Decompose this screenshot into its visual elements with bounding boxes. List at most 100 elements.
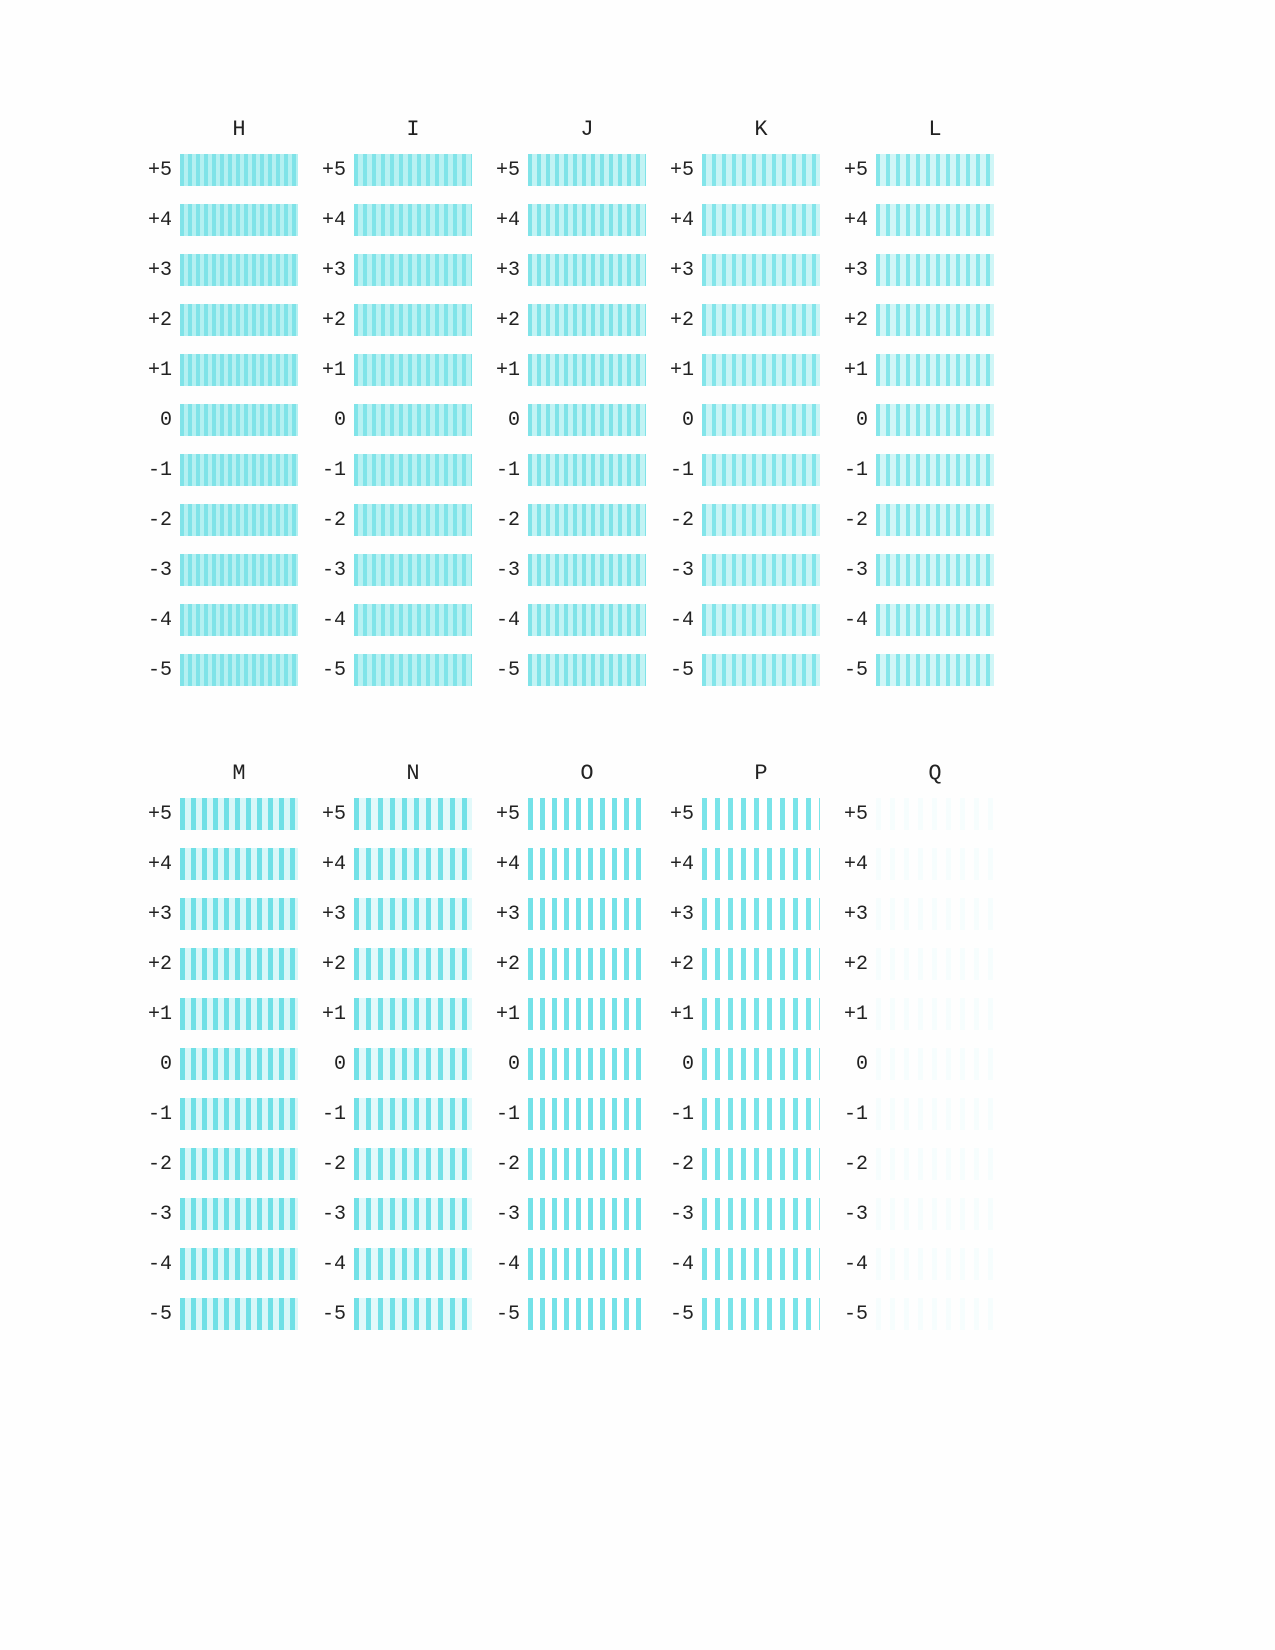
row-offset-label: +3 (140, 903, 180, 926)
row-offset-label: -4 (662, 609, 702, 632)
column-J: J+5+4+3+2+10-1-2-3-4-5 (488, 120, 646, 704)
row-offset-label: -5 (836, 659, 876, 682)
swatch-Q-+5 (876, 798, 994, 830)
swatch-H--3 (180, 554, 298, 586)
group-top: H+5+4+3+2+10-1-2-3-4-5I+5+4+3+2+10-1-2-3… (140, 120, 1275, 704)
swatch-row: +2 (488, 304, 646, 336)
swatch-Q--1 (876, 1098, 994, 1130)
row-offset-label: -5 (662, 659, 702, 682)
swatch-row: -4 (314, 1248, 472, 1280)
swatch-K-+1 (702, 354, 820, 386)
swatch-I-+5 (354, 154, 472, 186)
row-offset-label: +2 (662, 309, 702, 332)
swatch-N--4 (354, 1248, 472, 1280)
swatch-row: +1 (488, 354, 646, 386)
swatch-row: -1 (314, 1098, 472, 1130)
swatch-row: -5 (140, 1298, 298, 1330)
swatch-N--1 (354, 1098, 472, 1130)
column-L: L+5+4+3+2+10-1-2-3-4-5 (836, 120, 994, 704)
column-header-row: L (836, 120, 994, 148)
swatch-row: 0 (662, 1048, 820, 1080)
row-offset-label: -2 (140, 1153, 180, 1176)
row-offset-label: -4 (836, 1253, 876, 1276)
column-header-row: O (488, 764, 646, 792)
swatch-row: +5 (488, 154, 646, 186)
row-offset-label: +3 (314, 903, 354, 926)
swatch-O-+5 (528, 798, 646, 830)
row-offset-label: -2 (662, 1153, 702, 1176)
swatch-row: +3 (488, 898, 646, 930)
swatch-row: -3 (662, 554, 820, 586)
column-header-row: J (488, 120, 646, 148)
swatch-row: -1 (488, 454, 646, 486)
swatch-row: +4 (662, 848, 820, 880)
row-offset-label: +1 (140, 1003, 180, 1026)
swatch-K-+3 (702, 254, 820, 286)
row-offset-label: +2 (836, 953, 876, 976)
swatch-L--1 (876, 454, 994, 486)
swatch-L--2 (876, 504, 994, 536)
swatch-N--2 (354, 1148, 472, 1180)
swatch-row: -2 (140, 504, 298, 536)
row-offset-label: -2 (314, 509, 354, 532)
swatch-H-+3 (180, 254, 298, 286)
swatch-K-+4 (702, 204, 820, 236)
row-offset-label: +2 (662, 953, 702, 976)
swatch-row: +1 (140, 998, 298, 1030)
swatch-O-+4 (528, 848, 646, 880)
row-offset-label: +2 (836, 309, 876, 332)
swatch-J-+4 (528, 204, 646, 236)
swatch-I--4 (354, 604, 472, 636)
swatch-row: -2 (836, 504, 994, 536)
swatch-J-+2 (528, 304, 646, 336)
row-offset-label: 0 (662, 1053, 702, 1076)
swatch-row: -5 (314, 654, 472, 686)
swatch-row: +2 (314, 304, 472, 336)
swatch-row: -1 (662, 454, 820, 486)
row-offset-label: -4 (836, 609, 876, 632)
swatch-row: +3 (140, 898, 298, 930)
swatch-row: -3 (314, 1198, 472, 1230)
swatch-row: -4 (488, 1248, 646, 1280)
swatch-L--4 (876, 604, 994, 636)
row-offset-label: 0 (488, 409, 528, 432)
swatch-row: -4 (488, 604, 646, 636)
swatch-row: -4 (140, 1248, 298, 1280)
row-offset-label: -2 (836, 1153, 876, 1176)
row-offset-label: 0 (314, 409, 354, 432)
row-offset-label: -3 (662, 1203, 702, 1226)
column-header-row: N (314, 764, 472, 792)
swatch-row: -5 (488, 654, 646, 686)
column-header-row: M (140, 764, 298, 792)
swatch-L-+5 (876, 154, 994, 186)
swatch-row: -4 (836, 1248, 994, 1280)
swatch-M-+4 (180, 848, 298, 880)
swatch-L--5 (876, 654, 994, 686)
swatch-row: +2 (314, 948, 472, 980)
column-Q: Q+5+4+3+2+10-1-2-3-4-5 (836, 764, 994, 1348)
row-offset-label: +4 (836, 853, 876, 876)
content-root: H+5+4+3+2+10-1-2-3-4-5I+5+4+3+2+10-1-2-3… (140, 120, 1275, 1348)
row-offset-label: +4 (314, 209, 354, 232)
swatch-row: -3 (488, 1198, 646, 1230)
swatch-row: -5 (662, 654, 820, 686)
swatch-row: 0 (140, 404, 298, 436)
swatch-O--3 (528, 1198, 646, 1230)
row-offset-label: +4 (140, 853, 180, 876)
row-offset-label: 0 (836, 409, 876, 432)
swatch-N--3 (354, 1198, 472, 1230)
swatch-row: +4 (488, 204, 646, 236)
swatch-H--2 (180, 504, 298, 536)
swatch-J--4 (528, 604, 646, 636)
swatch-row: -2 (488, 1148, 646, 1180)
swatch-row: 0 (488, 1048, 646, 1080)
swatch-Q-0 (876, 1048, 994, 1080)
column-letter: M (180, 761, 298, 789)
row-offset-label: +2 (140, 309, 180, 332)
swatch-N-+4 (354, 848, 472, 880)
column-K: K+5+4+3+2+10-1-2-3-4-5 (662, 120, 820, 704)
swatch-row: -5 (488, 1298, 646, 1330)
row-offset-label: +1 (488, 359, 528, 382)
column-letter: N (354, 761, 472, 789)
swatch-row: +3 (314, 898, 472, 930)
